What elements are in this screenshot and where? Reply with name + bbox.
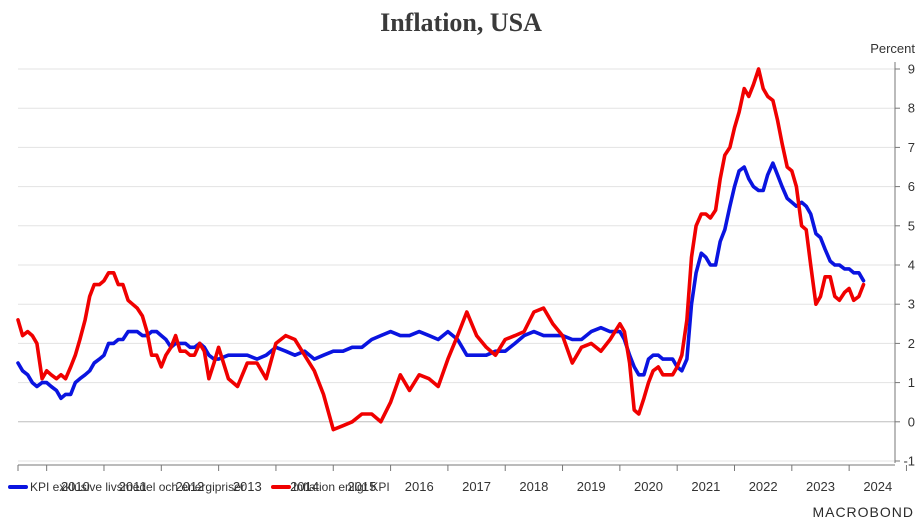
y-axis-unit-label: Percent [870, 41, 915, 56]
y-tick-label: 5 [908, 218, 915, 233]
x-tick-label: 2022 [749, 479, 778, 494]
legend: KPI exklusive livsmedel och energipriser… [8, 480, 390, 494]
y-tick-label: 9 [908, 62, 915, 77]
y-tick-label: 8 [908, 101, 915, 116]
y-tick-label: 3 [908, 297, 915, 312]
series-lines [16, 67, 866, 432]
series-line-cpi-inflation [16, 67, 866, 432]
y-tick-label: 7 [908, 140, 915, 155]
chart-title: Inflation, USA [380, 8, 542, 37]
x-tick-label: 2020 [634, 479, 663, 494]
y-tick-label: 0 [908, 414, 915, 429]
series-line-core-cpi [16, 161, 866, 401]
x-tick-label: 2017 [462, 479, 491, 494]
x-tick-label: 2024 [863, 479, 892, 494]
x-tick-label: 2014 [290, 479, 319, 494]
macrobond-logo-text: MACROBOND [812, 504, 914, 520]
x-tick-label: 2023 [806, 479, 835, 494]
y-tick-label: 1 [908, 375, 915, 390]
legend-label: KPI exklusive livsmedel och energipriser [30, 480, 245, 494]
y-axis-ticks: -1 0 1 2 3 4 5 6 7 8 9 [894, 62, 915, 469]
x-tick-label: 2021 [691, 479, 720, 494]
x-tick-label: 2011 [119, 479, 147, 494]
y-tick-label: 6 [908, 179, 915, 194]
y-tick-label: 4 [908, 258, 915, 273]
x-axis: 2010 2011 2012 2013 2014 2015 2016 2017 2018 2019… [17, 464, 907, 494]
x-tick-label: 2015 [347, 479, 376, 494]
y-tick-label: 2 [908, 336, 915, 351]
x-tick-label: 2012 [175, 479, 204, 494]
macrobond-logo: MACROBOND [812, 504, 914, 520]
x-tick-label: 2016 [405, 479, 434, 494]
y-tick-label: -1 [903, 454, 915, 469]
x-tick-label: 2010 [61, 479, 90, 494]
gridlines [18, 68, 895, 462]
x-tick-label: 2013 [233, 479, 262, 494]
x-tick-label: 2019 [577, 479, 606, 494]
x-tick-label: 2018 [519, 479, 548, 494]
legend-label: Inflation enligt KPI [293, 480, 390, 494]
